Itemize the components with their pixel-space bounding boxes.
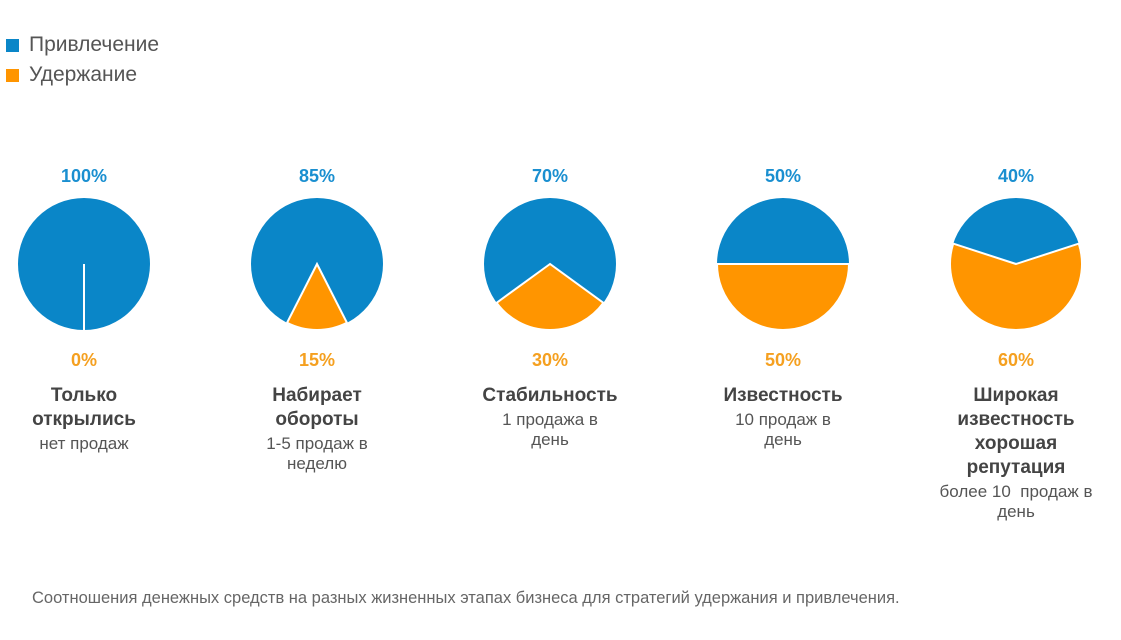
- stage-title: Набирает обороты: [272, 385, 362, 430]
- legend-swatch-blue: [6, 38, 19, 52]
- pie-chart: [18, 198, 150, 330]
- legend-item-attraction: Привлечение: [6, 30, 159, 60]
- pie-group: 40% 60% Широкая известность хорошая репут…: [916, 166, 1116, 522]
- legend-swatch-orange: [6, 68, 19, 82]
- legend: Привлечение Удержание: [6, 30, 159, 90]
- legend-label: Привлечение: [29, 33, 160, 56]
- stage-subtitle: 1-5 продаж в неделю: [266, 434, 373, 473]
- retention-label: 0%: [70, 350, 97, 370]
- stage-title: Только открылись: [32, 385, 136, 430]
- stage-subtitle: нет продаж: [39, 434, 129, 453]
- stage-subtitle: 1 продажа в день: [502, 410, 603, 449]
- chart-caption: Соотношения денежных средств на разных ж…: [32, 589, 900, 607]
- stage-title: Известность: [723, 385, 843, 406]
- attraction-label: 100%: [60, 166, 108, 186]
- pie-chart: [949, 198, 1083, 331]
- attraction-label: 70%: [531, 166, 569, 186]
- stage-title: Широкая известность хорошая репутация: [957, 385, 1075, 478]
- pie-slice-retention: [949, 242, 1083, 331]
- pie-slice-retention: [285, 261, 349, 331]
- stage-title: Стабильность: [482, 385, 618, 406]
- retention-label: 60%: [997, 350, 1035, 370]
- pie-group: 85% 15% Набирает обороты 1-5 продаж в нед…: [217, 166, 417, 474]
- retention-label: 50%: [764, 350, 802, 370]
- retention-label: 30%: [531, 350, 569, 370]
- pie-slice-retention: [715, 263, 851, 331]
- stage-subtitle: более 10 продаж в день: [939, 482, 1098, 521]
- pie-group: 50% 50% Известность 10 продаж в день: [683, 166, 883, 450]
- legend-label: Удержание: [29, 63, 138, 86]
- pie-chart: [715, 198, 851, 331]
- legend-item-retention: Удержание: [6, 60, 159, 90]
- attraction-label: 40%: [997, 166, 1035, 186]
- retention-label: 15%: [298, 350, 336, 370]
- pie-group: 100% 0% Только открылись нет продаж: [0, 166, 184, 454]
- pie-chart: [484, 198, 616, 331]
- attraction-label: 85%: [298, 166, 336, 186]
- attraction-label: 50%: [764, 166, 802, 186]
- pie-chart: [251, 198, 383, 331]
- stage-subtitle: 10 продаж в день: [735, 410, 836, 449]
- pie-slice-retention: [495, 262, 605, 331]
- pie-group: 70% 30% Стабильность 1 продажа в день: [450, 166, 650, 450]
